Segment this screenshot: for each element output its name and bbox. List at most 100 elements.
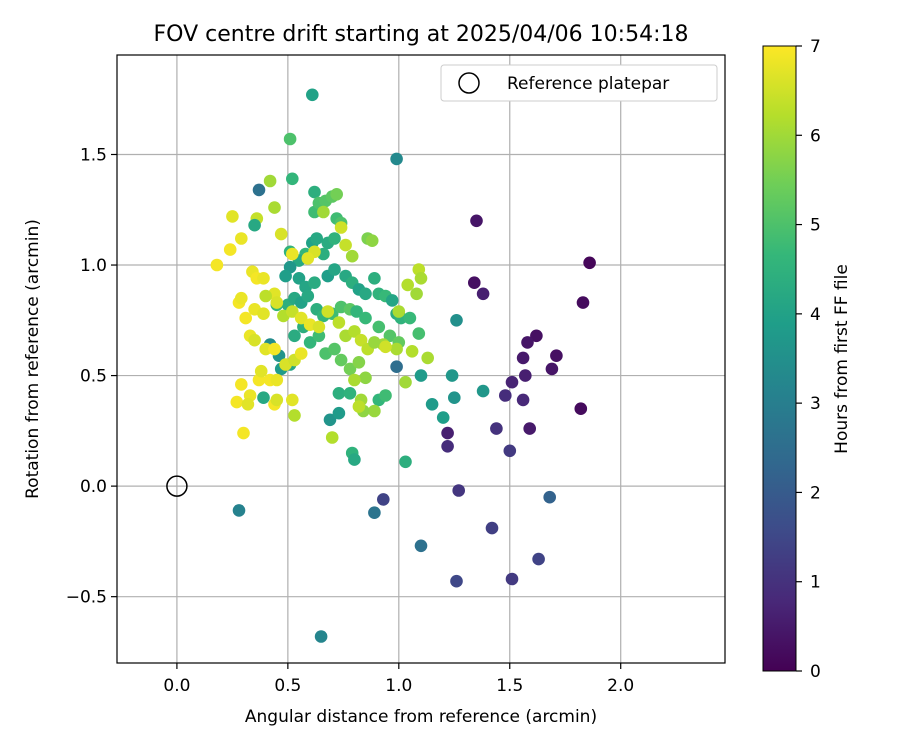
data-point xyxy=(523,422,536,435)
data-point xyxy=(476,384,490,398)
data-point xyxy=(330,188,344,201)
data-point xyxy=(332,387,346,400)
data-point xyxy=(521,336,534,349)
data-point xyxy=(241,398,255,411)
data-point xyxy=(301,252,315,265)
data-point xyxy=(476,287,490,301)
data-point xyxy=(226,210,239,223)
x-tick-label: 1.0 xyxy=(385,676,412,696)
data-point xyxy=(252,183,266,197)
data-point xyxy=(377,493,390,506)
data-point xyxy=(445,369,459,382)
data-point xyxy=(468,276,481,290)
data-point xyxy=(343,362,357,376)
data-point xyxy=(421,351,435,365)
data-point xyxy=(368,506,381,519)
data-point xyxy=(286,393,299,407)
data-point xyxy=(490,422,503,435)
y-axis-ticks: −0.5 0.0 0.5 1.0 1.5 xyxy=(66,145,117,608)
data-point xyxy=(312,329,326,343)
data-point xyxy=(441,440,454,453)
colorbar-gradient xyxy=(762,45,797,672)
data-point xyxy=(283,132,297,146)
colorbar-tick-label: 1 xyxy=(810,573,821,593)
data-point xyxy=(254,364,268,378)
data-point xyxy=(519,369,532,382)
data-point xyxy=(274,227,288,241)
data-point xyxy=(436,411,450,424)
data-point xyxy=(328,263,341,276)
data-point xyxy=(306,88,319,102)
data-point xyxy=(263,174,277,188)
data-point xyxy=(288,329,301,343)
x-tick-label: 0.0 xyxy=(163,676,190,696)
data-point xyxy=(323,413,337,427)
data-point xyxy=(317,205,330,219)
data-point xyxy=(350,305,363,318)
colorbar-tick-label: 7 xyxy=(810,37,821,57)
data-point xyxy=(303,336,317,349)
data-point xyxy=(516,393,530,407)
data-point xyxy=(450,314,463,327)
data-point xyxy=(223,243,237,256)
data-point xyxy=(368,272,381,285)
data-point xyxy=(352,356,366,369)
data-point xyxy=(345,249,359,263)
data-point xyxy=(328,342,341,356)
data-point xyxy=(532,552,545,566)
data-point xyxy=(392,305,406,318)
data-point xyxy=(365,234,379,247)
data-point xyxy=(257,391,270,405)
data-point xyxy=(399,455,412,469)
data-point xyxy=(414,369,428,382)
data-point xyxy=(230,395,244,409)
data-point xyxy=(574,402,588,416)
x-tick-label: 0.5 xyxy=(274,676,301,696)
data-point xyxy=(268,201,281,214)
data-point xyxy=(286,247,299,261)
colorbar-tick-label: 4 xyxy=(810,305,821,325)
data-point xyxy=(470,214,483,228)
y-tick-label: 0.0 xyxy=(80,477,107,497)
data-point xyxy=(412,327,426,340)
data-point xyxy=(270,296,284,309)
data-point xyxy=(235,291,248,305)
data-point xyxy=(405,345,419,358)
legend-box xyxy=(440,64,718,102)
data-point xyxy=(294,311,308,325)
data-point xyxy=(235,232,248,245)
data-point xyxy=(259,289,273,303)
data-point xyxy=(339,238,352,252)
data-point xyxy=(359,311,372,325)
data-point xyxy=(301,289,315,303)
data-point xyxy=(235,378,248,391)
data-point xyxy=(270,373,284,387)
y-tick-label: 1.0 xyxy=(80,256,107,276)
y-tick-label: −0.5 xyxy=(66,588,107,608)
data-points xyxy=(210,88,596,643)
data-point xyxy=(530,329,543,343)
data-point xyxy=(545,362,559,376)
data-point xyxy=(354,333,368,347)
plot-frame xyxy=(116,54,726,664)
data-point xyxy=(368,404,381,418)
data-point xyxy=(232,504,246,517)
data-point xyxy=(321,305,335,318)
data-point xyxy=(348,373,361,387)
data-point xyxy=(248,218,261,232)
chart-title: FOV centre drift starting at 2025/04/06 … xyxy=(154,22,689,47)
colorbar-ticks: 0 1 2 3 4 5 6 7 xyxy=(796,37,821,682)
data-point xyxy=(288,409,301,422)
data-point xyxy=(576,296,590,309)
data-point xyxy=(259,342,273,356)
data-point xyxy=(334,353,348,367)
data-point xyxy=(368,336,381,349)
y-tick-label: 1.5 xyxy=(80,145,107,165)
data-point xyxy=(268,342,281,356)
data-point xyxy=(248,333,261,347)
data-point xyxy=(308,276,321,290)
data-point xyxy=(270,393,284,407)
data-point xyxy=(583,256,596,270)
colorbar-tick-label: 5 xyxy=(810,216,821,236)
data-point xyxy=(414,539,428,553)
